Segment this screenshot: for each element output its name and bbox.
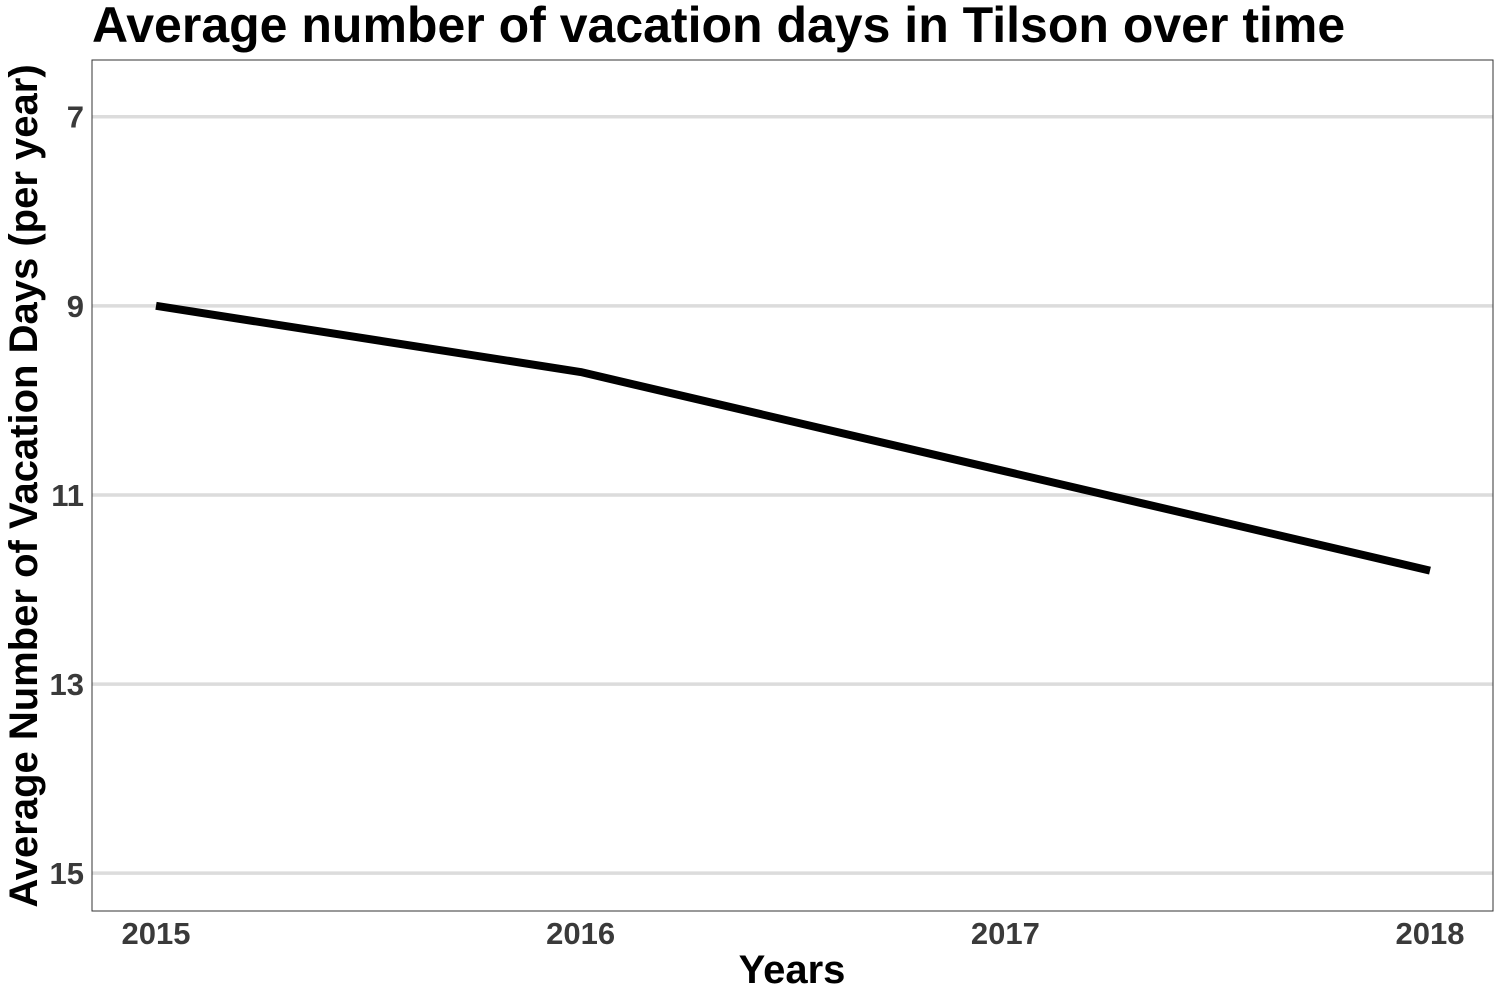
series-line-0 (155, 301, 1431, 575)
x-tick-labels: 2015 2016 2017 2018 (122, 916, 1465, 951)
x-tick-label: 2017 (971, 916, 1040, 951)
x-axis-title: Years (739, 948, 846, 992)
y-tick-label: 15 (50, 856, 84, 891)
series-layer (155, 301, 1431, 575)
y-tick-label: 11 (51, 478, 84, 513)
y-tick-labels: 7 9 11 13 15 (50, 100, 84, 891)
chart-title: Average number of vacation days in Tilso… (92, 0, 1345, 53)
x-tick-label: 2018 (1396, 916, 1465, 951)
y-tick-label: 7 (67, 100, 84, 135)
plot-panel-border (91, 59, 1494, 912)
gridlines (92, 114, 1493, 875)
y-axis-title: Average Number of Vacation Days (per yea… (2, 64, 46, 907)
x-tick-label: 2016 (546, 916, 615, 951)
y-tick-label: 13 (50, 667, 84, 702)
y-tick-label: 9 (67, 289, 84, 324)
x-tick-label: 2015 (122, 916, 191, 951)
